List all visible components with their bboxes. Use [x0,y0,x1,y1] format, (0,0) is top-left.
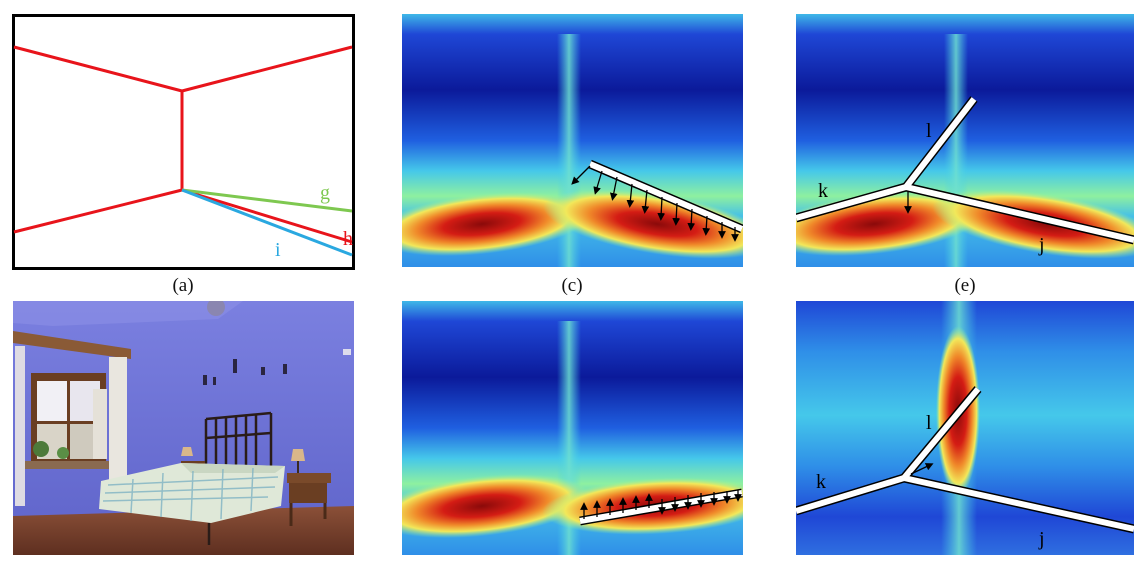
nightstand [287,473,331,483]
bed-pattern [102,467,279,522]
label-g: g [320,182,330,204]
nightstand [289,483,327,503]
junction-arrow [910,463,934,475]
plant [33,441,49,457]
line-g [181,188,353,213]
label-l: l [926,120,932,142]
label-j: j [1038,528,1045,550]
curtain [15,346,25,506]
heatmap-floor-band-right [543,189,743,259]
ceiling [13,301,243,326]
ceiling-lamp [207,301,225,316]
window-sill [25,461,113,469]
panel-b-bedroom-photo [13,301,354,555]
label-h: h [343,228,353,250]
gradient-arrows [571,165,739,242]
room-edges-red [13,45,353,244]
headboard [204,411,273,473]
lamp-shade [181,447,193,456]
panel-a-diagram: g h i [12,14,355,270]
label-k: k [816,471,826,493]
caption-e: (e) [954,275,976,296]
window-pane [37,381,67,421]
pillow [181,463,285,473]
wooden-beam [13,331,131,359]
layout-lines [796,386,1134,534]
switch [343,349,351,355]
panel-f-heatmap: k l j [796,301,1134,555]
caption-c: (c) [561,275,583,296]
label-l: l [926,412,932,434]
candidate-line [579,490,743,524]
plant [57,447,69,459]
lamp-shade [291,449,305,461]
panel-c-heatmap [402,14,743,267]
heatmap-floor-band-left [402,474,592,538]
caption-a: (a) [172,275,194,296]
label-i: i [275,239,281,261]
shutter [93,389,107,459]
panel-e-heatmap: k l j [796,14,1134,267]
heatmap-floor-band-left [402,192,592,256]
panel-d-heatmap [402,301,743,555]
label-j: j [1038,234,1045,256]
line-i [181,188,353,257]
layout-lines [796,96,1134,245]
floor [13,506,354,555]
candidate-line [588,161,743,232]
wall-decor [203,359,287,385]
label-k: k [818,180,828,202]
curtain [109,357,127,507]
gradient-arrows [580,490,742,519]
